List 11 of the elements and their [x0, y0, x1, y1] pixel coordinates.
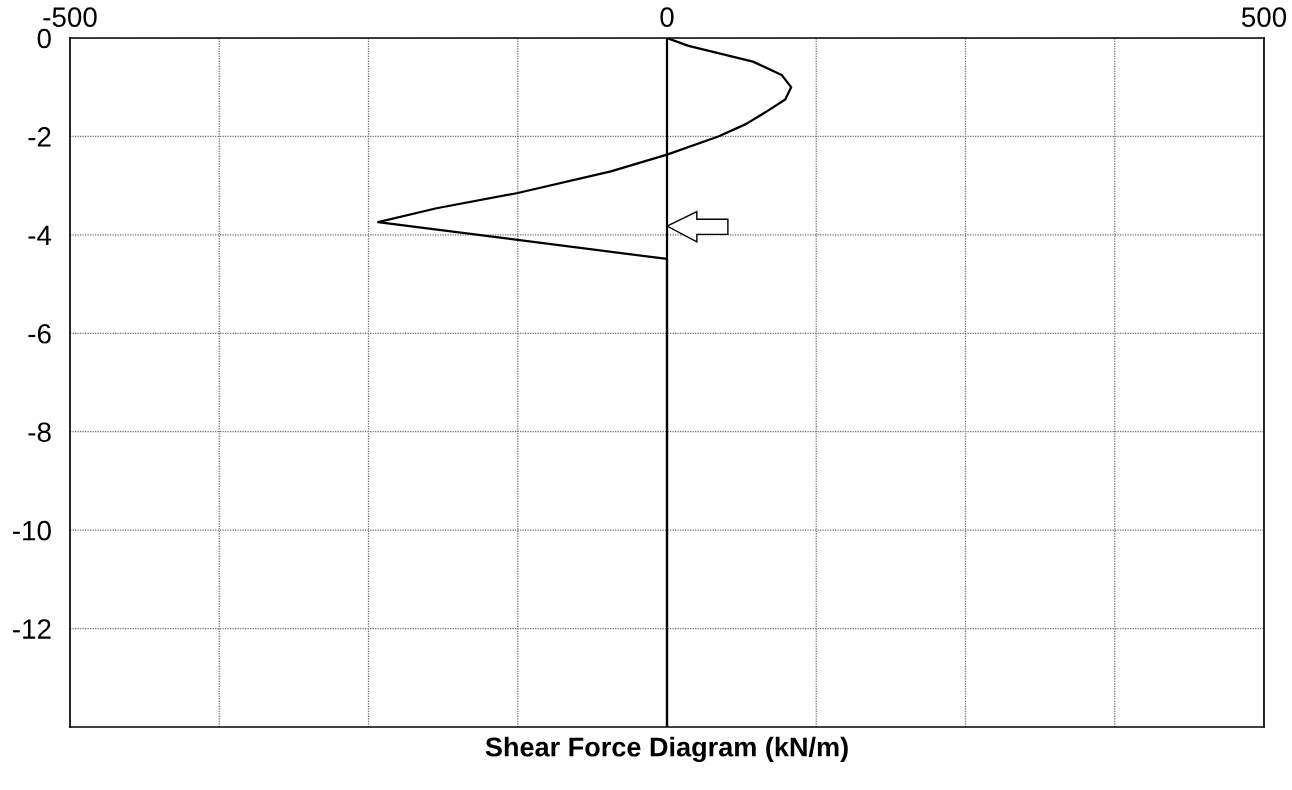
x-tick-label: 500: [1241, 7, 1287, 27]
y-tick-label: -8: [28, 422, 51, 443]
y-tick-label: -6: [28, 323, 51, 344]
y-tick-label: 0: [37, 28, 51, 49]
y-tick-label: -4: [28, 225, 52, 245]
y-tick-label: -2: [28, 127, 51, 147]
y-tick-label: -12: [13, 619, 51, 639]
x-tick-label: -500: [43, 7, 97, 27]
x-tick-label: 0: [660, 7, 674, 27]
y-tick-label: -10: [13, 520, 51, 541]
x-axis-title: Shear Force Diagram (kN/m): [485, 736, 848, 763]
